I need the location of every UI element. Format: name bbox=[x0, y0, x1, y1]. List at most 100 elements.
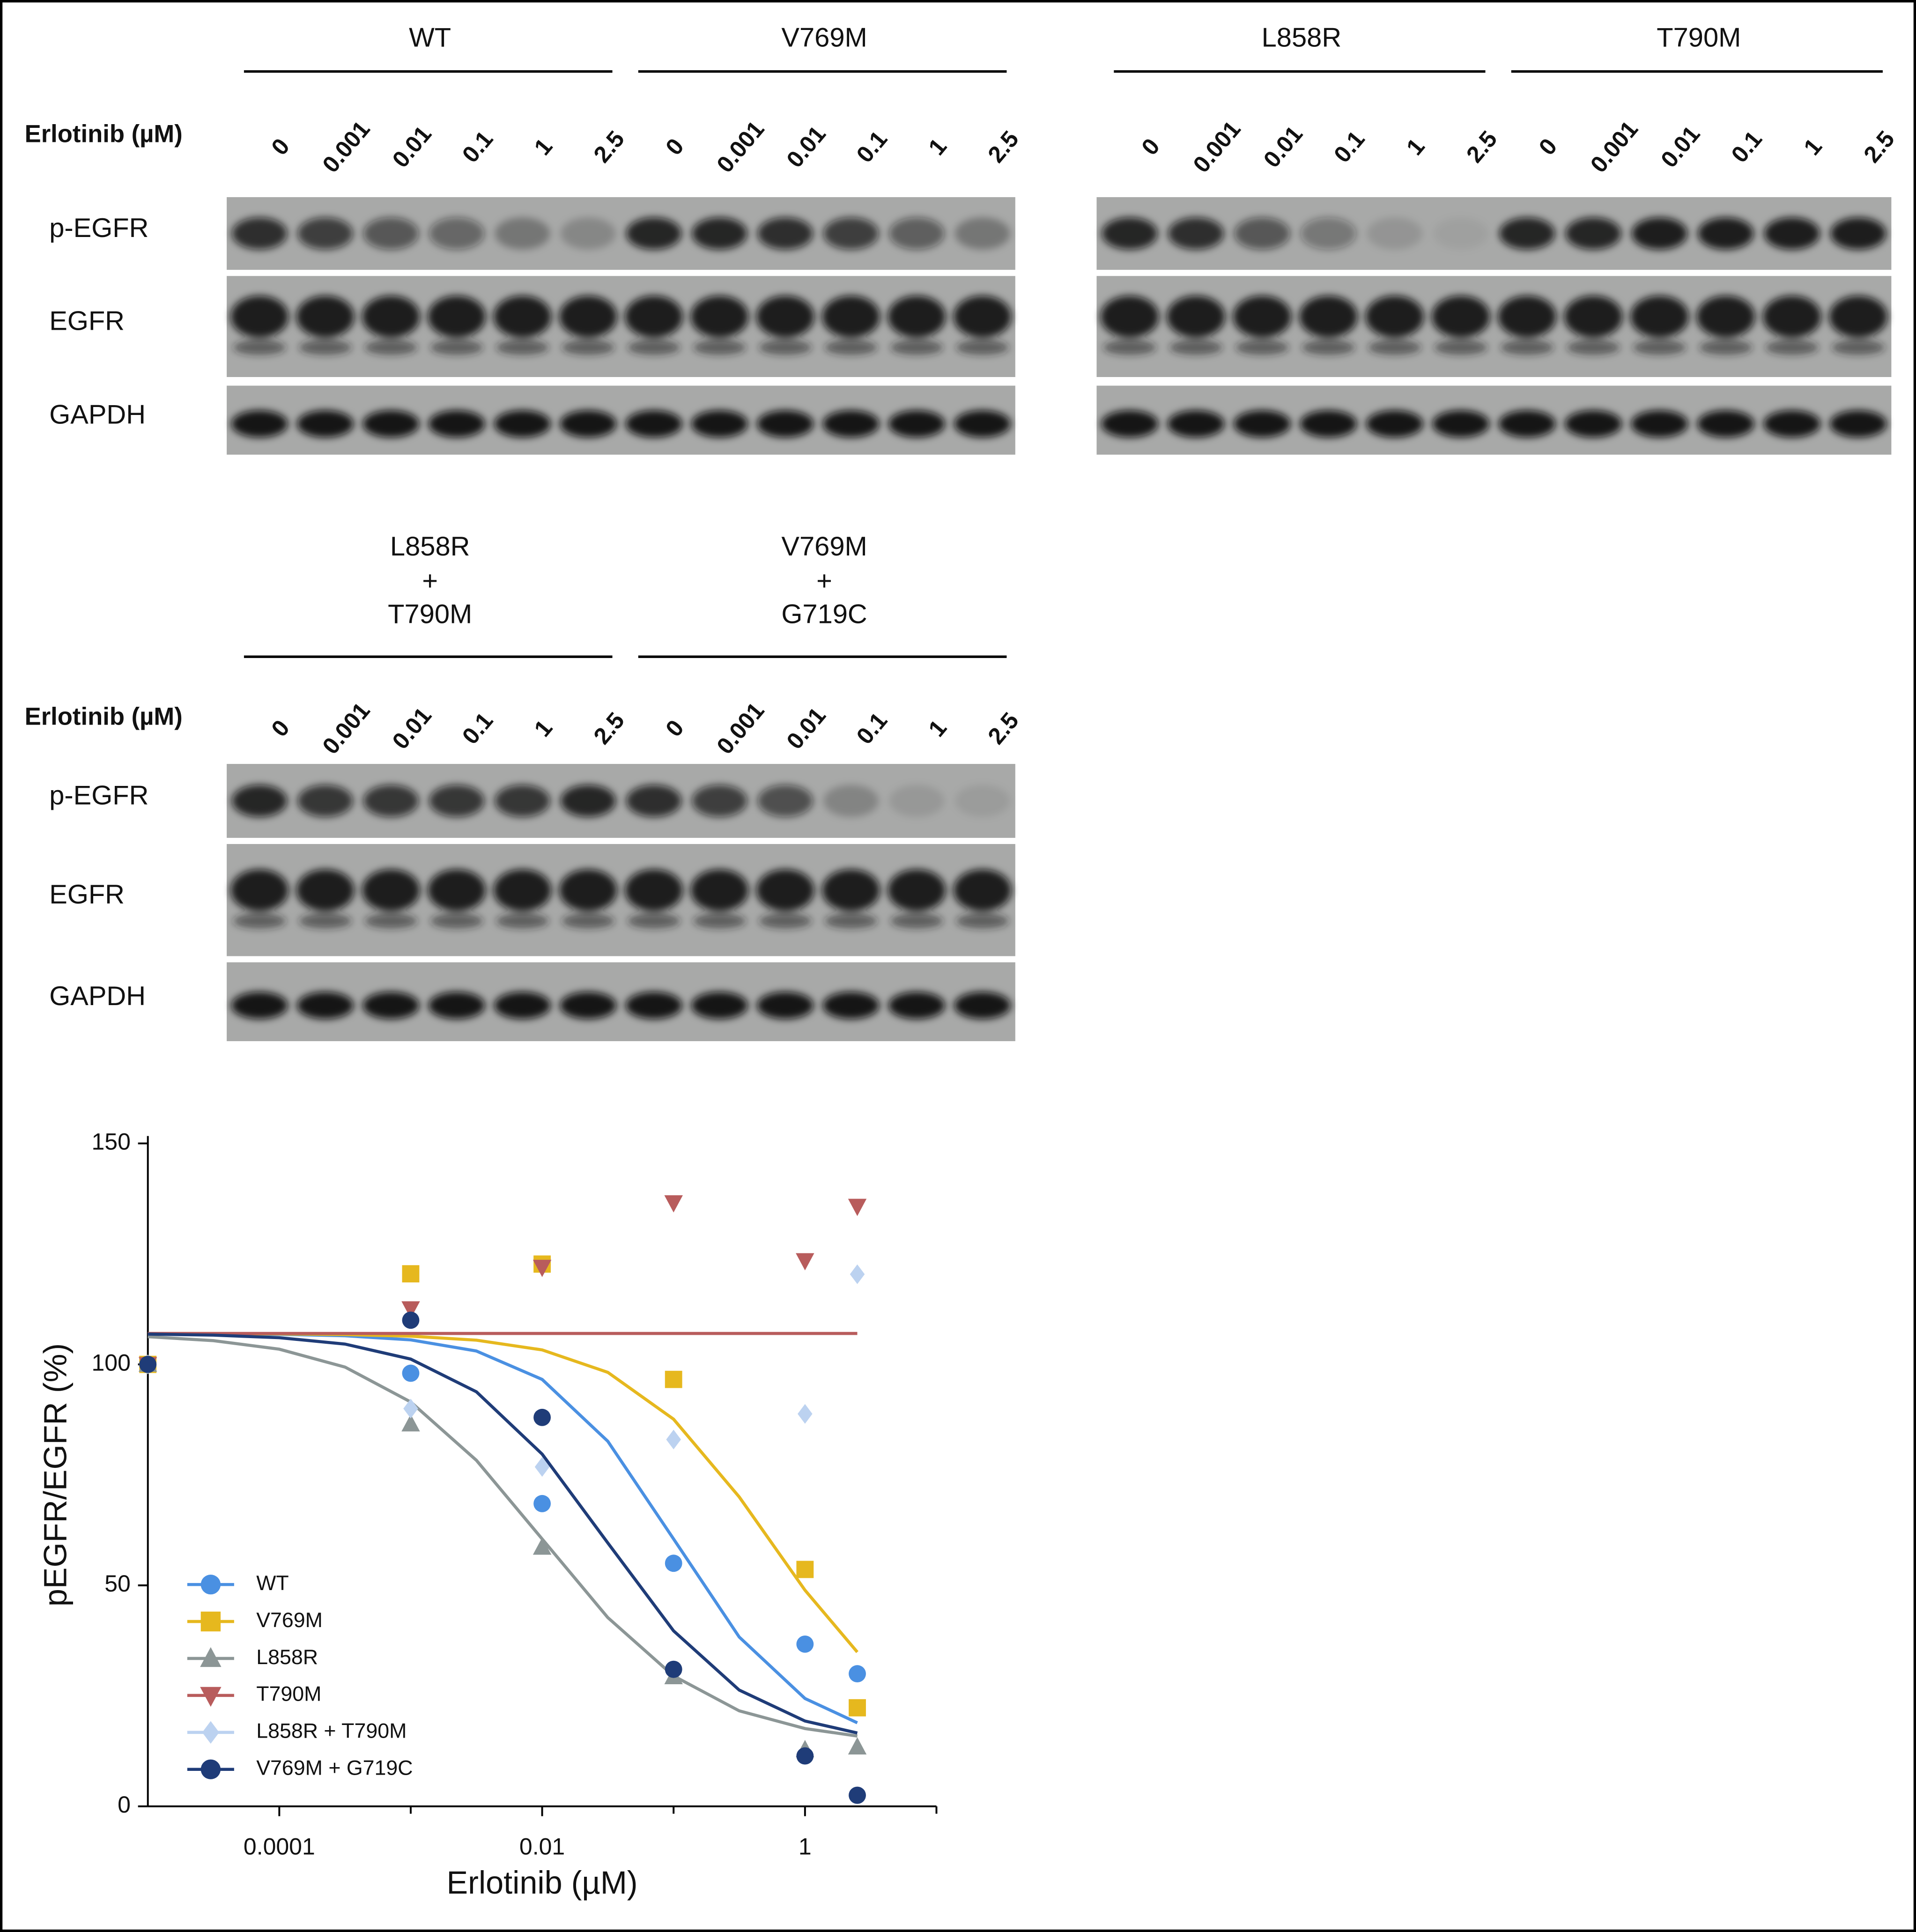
data-point bbox=[533, 1495, 551, 1512]
band bbox=[625, 992, 682, 1019]
band bbox=[888, 410, 945, 437]
x-tick-label: 0.0001 bbox=[244, 1833, 315, 1859]
band bbox=[1498, 296, 1556, 338]
group-label: T790M bbox=[1657, 22, 1741, 52]
band bbox=[1234, 410, 1291, 437]
band bbox=[693, 913, 746, 929]
band bbox=[1365, 296, 1424, 338]
blot-strip bbox=[1096, 276, 1892, 378]
blot-strip bbox=[227, 962, 1015, 1041]
group-label: L858R bbox=[1262, 22, 1342, 52]
data-point bbox=[139, 1355, 157, 1373]
blot-strip bbox=[1096, 385, 1892, 455]
band bbox=[626, 785, 682, 817]
band bbox=[560, 785, 616, 817]
bands bbox=[230, 869, 1012, 929]
band bbox=[1501, 340, 1554, 355]
band bbox=[428, 869, 486, 911]
band bbox=[1235, 340, 1289, 355]
data-point bbox=[849, 1665, 866, 1683]
y-tick-label: 50 bbox=[104, 1570, 131, 1597]
bands bbox=[230, 296, 1012, 355]
data-point bbox=[401, 1414, 420, 1432]
legend-marker bbox=[200, 1759, 221, 1779]
band bbox=[690, 869, 749, 911]
blot-strip bbox=[227, 844, 1015, 956]
band bbox=[1498, 410, 1556, 437]
band bbox=[296, 869, 355, 911]
band bbox=[494, 410, 551, 437]
bands bbox=[1101, 410, 1887, 437]
data-point bbox=[665, 1554, 682, 1572]
band bbox=[297, 217, 353, 250]
band bbox=[954, 785, 1010, 817]
data-point bbox=[401, 1301, 420, 1319]
band bbox=[1696, 296, 1755, 338]
data-point bbox=[848, 1737, 867, 1755]
band bbox=[362, 992, 420, 1019]
band bbox=[1763, 410, 1821, 437]
band bbox=[1101, 410, 1158, 437]
y-tick-label: 0 bbox=[118, 1791, 131, 1818]
bands bbox=[231, 992, 1011, 1019]
band bbox=[364, 913, 417, 929]
band bbox=[1565, 217, 1621, 250]
band bbox=[363, 785, 419, 817]
data-point bbox=[402, 1364, 420, 1382]
band bbox=[232, 217, 288, 250]
band bbox=[956, 913, 1009, 929]
band bbox=[232, 785, 288, 817]
band bbox=[428, 296, 486, 338]
band bbox=[888, 869, 946, 911]
row-label: p-EGFR bbox=[49, 213, 148, 243]
band bbox=[296, 296, 355, 338]
band bbox=[953, 869, 1012, 911]
band bbox=[954, 992, 1011, 1019]
band bbox=[1300, 410, 1357, 437]
band bbox=[428, 410, 485, 437]
band bbox=[954, 410, 1011, 437]
band bbox=[627, 340, 681, 355]
band bbox=[1167, 410, 1225, 437]
band bbox=[1633, 340, 1687, 355]
band bbox=[494, 992, 551, 1019]
group-label: V769M bbox=[781, 532, 867, 562]
band bbox=[430, 913, 483, 929]
band bbox=[1829, 410, 1887, 437]
band bbox=[362, 869, 420, 911]
band bbox=[625, 410, 682, 437]
band bbox=[560, 217, 616, 250]
band bbox=[1632, 217, 1687, 250]
band bbox=[429, 785, 485, 817]
legend-label: T790M bbox=[256, 1683, 321, 1706]
band bbox=[956, 340, 1009, 355]
band bbox=[953, 296, 1012, 338]
bands bbox=[1100, 296, 1887, 355]
band bbox=[756, 296, 814, 338]
blot-strip bbox=[1096, 197, 1892, 270]
band bbox=[299, 913, 352, 929]
band bbox=[693, 340, 746, 355]
band bbox=[496, 913, 549, 929]
row-label: p-EGFR bbox=[49, 780, 148, 810]
data-point bbox=[849, 1786, 866, 1804]
band bbox=[1565, 410, 1622, 437]
group-label: L858R bbox=[390, 532, 470, 562]
band bbox=[890, 340, 943, 355]
band bbox=[560, 992, 617, 1019]
data-point bbox=[403, 1399, 418, 1419]
data-point bbox=[665, 1660, 682, 1678]
group-label: + bbox=[816, 566, 832, 596]
band bbox=[756, 869, 814, 911]
band bbox=[889, 217, 945, 250]
band bbox=[822, 410, 880, 437]
y-tick-label: 100 bbox=[91, 1349, 130, 1376]
legend-label: V769M bbox=[256, 1609, 323, 1632]
group-label: + bbox=[422, 566, 438, 596]
band bbox=[559, 296, 617, 338]
row-label: GAPDH bbox=[49, 981, 146, 1011]
band bbox=[625, 869, 683, 911]
band bbox=[297, 992, 354, 1019]
band bbox=[1301, 217, 1356, 250]
data-point bbox=[664, 1195, 683, 1213]
